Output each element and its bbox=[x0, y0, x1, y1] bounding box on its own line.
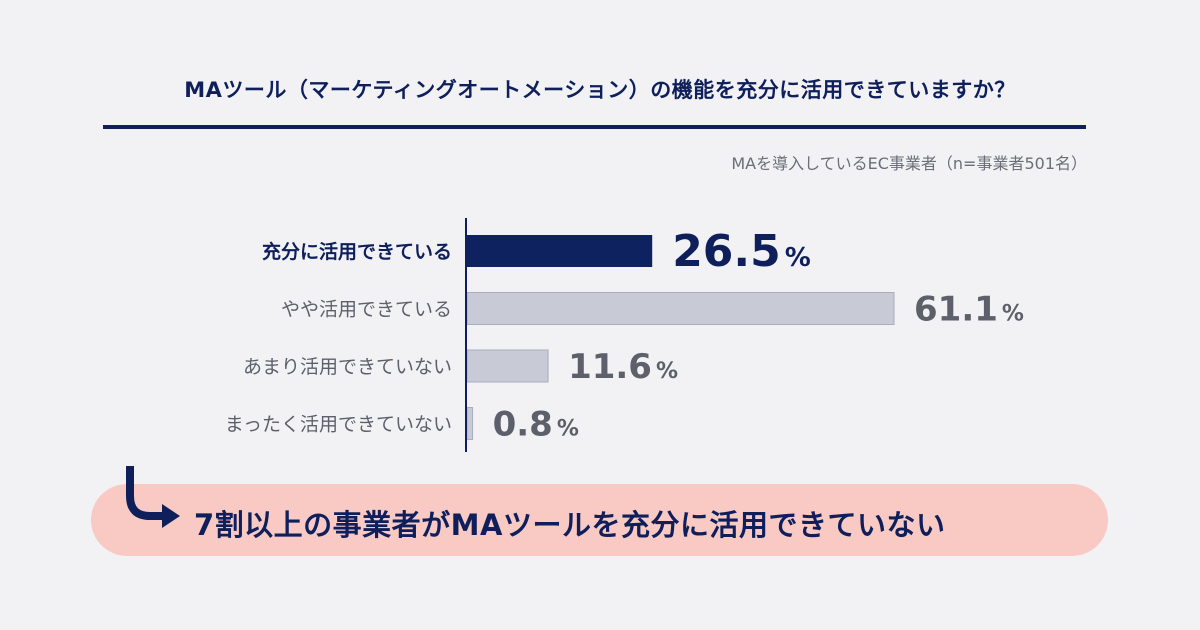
category-label: まったく活用できていない bbox=[225, 414, 452, 436]
bar bbox=[467, 235, 653, 267]
category-label: あまり活用できていない bbox=[243, 356, 452, 378]
bar bbox=[466, 407, 474, 440]
conclusion-text: 7割以上の事業者がMAツールを充分に活用できていない bbox=[194, 508, 946, 542]
category-label: やや活用できている bbox=[281, 299, 452, 321]
category-label: 充分に活用できている bbox=[262, 240, 452, 263]
value-label: 11.6% bbox=[568, 347, 678, 387]
curved-arrow-icon bbox=[126, 466, 180, 528]
bar bbox=[466, 349, 549, 383]
title-rule bbox=[103, 125, 1086, 129]
value-label: 26.5% bbox=[672, 226, 811, 277]
value-label: 61.1% bbox=[914, 290, 1024, 330]
chart-title: MAツール（マーケティングオートメーション）の機能を充分に活用できていますか？ bbox=[184, 78, 1016, 102]
sample-note: MAを導入しているEC事業者（n=事業者501名） bbox=[731, 154, 1087, 173]
bar bbox=[466, 292, 895, 325]
bar-chart: 充分に活用できている 26.5 % やや活用できている 61.1 % あまり活用できていない… bbox=[225, 218, 1024, 452]
value-label: 0.8% bbox=[493, 405, 579, 445]
conclusion-callout bbox=[91, 484, 1108, 556]
